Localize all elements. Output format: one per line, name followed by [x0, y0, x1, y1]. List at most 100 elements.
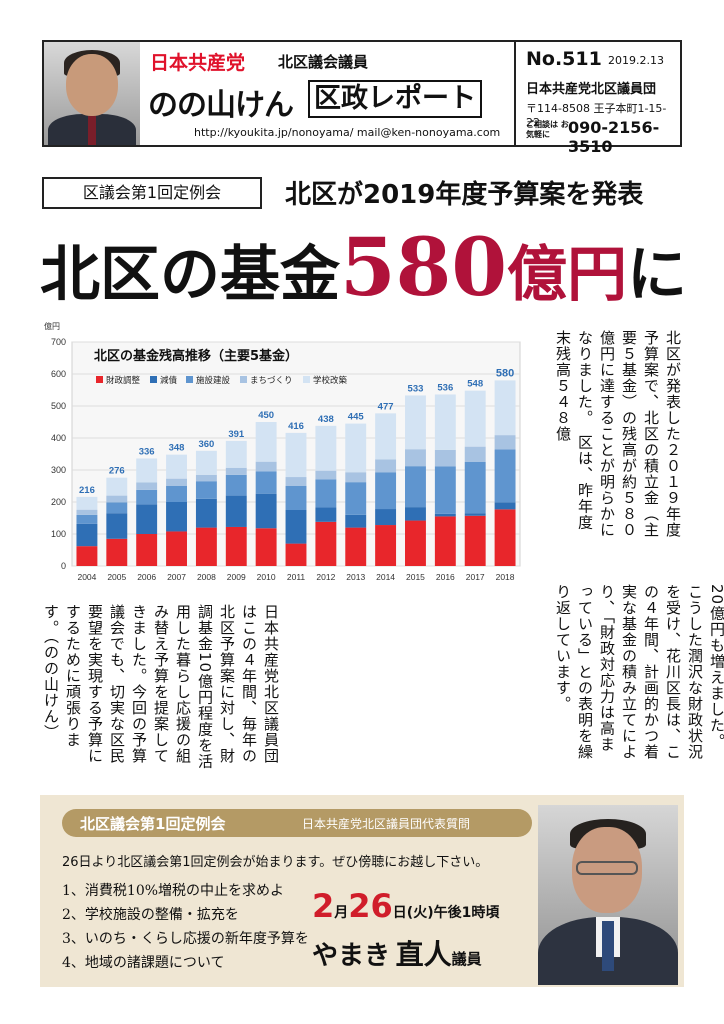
legend-swatch: [150, 376, 157, 383]
issue-number: No.511: [526, 48, 602, 70]
y-tick-label: 600: [51, 369, 66, 379]
bar-segment: [434, 394, 456, 450]
session-day: 26: [348, 887, 393, 925]
bar-segment: [136, 534, 158, 566]
bar-segment: [106, 513, 128, 539]
bar-segment: [315, 425, 337, 471]
session-month: 2: [312, 887, 335, 925]
bar-segment: [315, 507, 337, 522]
session-label: 区議会第1回定例会: [42, 177, 262, 209]
councillor-photo: [44, 42, 140, 145]
bar-segment: [76, 546, 98, 566]
x-tick-label: 2016: [436, 572, 455, 582]
bar-segment: [255, 461, 277, 472]
bar-segment: [136, 489, 158, 505]
group-name: 日本共産党北区議員団: [526, 82, 657, 97]
total-label: 450: [258, 410, 274, 421]
bar-segment: [255, 493, 277, 529]
session-notice: 北区議会第1回定例会 日本共産党北区議員団代表質問 26日より北区議会第1回定例…: [40, 795, 684, 987]
bar-segment: [76, 509, 98, 515]
bar-segment: [285, 432, 307, 478]
y-axis-label: 億円: [44, 321, 60, 331]
bar-segment: [195, 450, 217, 475]
legend-label: 学校改築: [313, 375, 348, 386]
bar-segment: [405, 466, 426, 508]
contact-url[interactable]: http://kyoukita.jp/nonoyama/ mail@ken-no…: [194, 126, 501, 139]
article-column-1: 北区が発表した２０１９年度予算案で、北区の積立金（主要５基金）の残高が約５８０億…: [554, 330, 682, 538]
bar-segment: [136, 504, 158, 534]
consult-label: ご相談は お気軽に: [526, 120, 569, 139]
headline-number: 580: [340, 220, 507, 314]
bar-segment: [106, 538, 128, 566]
total-label: 391: [228, 429, 245, 440]
bar-segment: [345, 527, 367, 566]
bar-segment: [166, 502, 187, 532]
total-label: 276: [109, 466, 125, 477]
y-tick-label: 0: [61, 561, 66, 571]
bar-segment: [136, 458, 158, 483]
bar-segment: [166, 531, 187, 566]
total-label: 580: [496, 367, 514, 379]
session-datetime: 2月26日(火)午後1時頃: [312, 887, 499, 925]
total-label: 336: [139, 446, 155, 457]
bar-segment: [166, 486, 187, 502]
list-item: 4、地域の諸課題について: [62, 955, 225, 971]
bar-segment: [494, 509, 516, 566]
bar-segment: [375, 525, 397, 566]
bar-segment: [225, 474, 247, 496]
party-name: 日本共産党: [150, 52, 246, 74]
bar-segment: [434, 516, 456, 566]
article-column-2: 円が、年度内の取り崩しにより５００億円程度になると説明していましたが、実際には減…: [554, 584, 724, 760]
bar-segment: [494, 380, 516, 436]
speaker-given-name: 直人: [395, 938, 452, 971]
bar-segment: [195, 498, 217, 528]
x-tick-label: 2012: [316, 572, 335, 582]
bar-segment: [76, 496, 98, 510]
legend-label: 財政調整: [106, 375, 141, 386]
notice-subtitle: 日本共産党北区議員団代表質問: [302, 817, 471, 831]
notice-intro: 26日より北区議会第1回定例会が始まります。ぜひ傍聴にお越し下さい。: [62, 855, 489, 870]
bar-segment: [225, 467, 247, 475]
fund-balance-chart: 0 100 200 300 400 500 600 700 億円 北区の基金残高推移（主要5基金）…: [36, 320, 526, 590]
legend-swatch: [186, 376, 193, 383]
bar-segment: [494, 435, 516, 450]
x-tick-label: 2015: [406, 572, 425, 582]
bar-segment: [106, 495, 128, 503]
y-tick-label: 700: [51, 337, 66, 347]
bar-segment: [345, 423, 367, 473]
bar-segment: [464, 446, 486, 462]
bar-segment: [285, 510, 307, 544]
header-divider: [514, 42, 516, 145]
masthead: 日本共産党 北区議会議員 のの山けん 区政レポート http://kyoukit…: [42, 40, 682, 156]
bar-segment: [434, 449, 456, 467]
bar-segment: [225, 495, 247, 527]
headline-post: に: [627, 240, 687, 310]
article-column-3: 日本共産党北区議員団はこの４年間、毎年の北区予算案に対し、財調基金10億円程度を…: [42, 604, 280, 770]
bar-segment: [285, 543, 307, 566]
y-tick-label: 400: [51, 433, 66, 443]
speaker-title: 議員: [451, 950, 482, 968]
list-item: 1、消費税10%増税の中止を求めよ: [62, 883, 285, 899]
speaker-photo: [538, 805, 678, 985]
bar-segment: [136, 482, 158, 490]
bar-segment: [494, 449, 516, 503]
phone-number: 090-2156-3510: [568, 118, 660, 156]
speaker-name: やまき 直人議員: [312, 933, 482, 973]
bar-segment: [405, 507, 426, 521]
x-tick-label: 2005: [107, 572, 126, 582]
bar-segment: [76, 514, 98, 524]
total-label: 416: [288, 421, 304, 432]
legend-label: 減債: [160, 375, 178, 386]
bar-segment: [315, 521, 337, 566]
councillor-name: のの山けん: [148, 88, 294, 123]
y-tick-label: 200: [51, 497, 66, 507]
x-tick-label: 2009: [227, 572, 246, 582]
bar-segment: [375, 459, 397, 473]
y-tick-label: 300: [51, 465, 66, 475]
bar-segment: [285, 486, 307, 510]
subheadline: 北区が2019年度予算案を発表: [285, 180, 644, 210]
bar-segment: [345, 514, 367, 528]
x-tick-label: 2013: [346, 572, 365, 582]
question-list: 1、消費税10%増税の中止を求めよ 2、学校施設の整備・拡充を 3、いのち・くら…: [62, 879, 309, 975]
bar-segment: [315, 479, 337, 508]
